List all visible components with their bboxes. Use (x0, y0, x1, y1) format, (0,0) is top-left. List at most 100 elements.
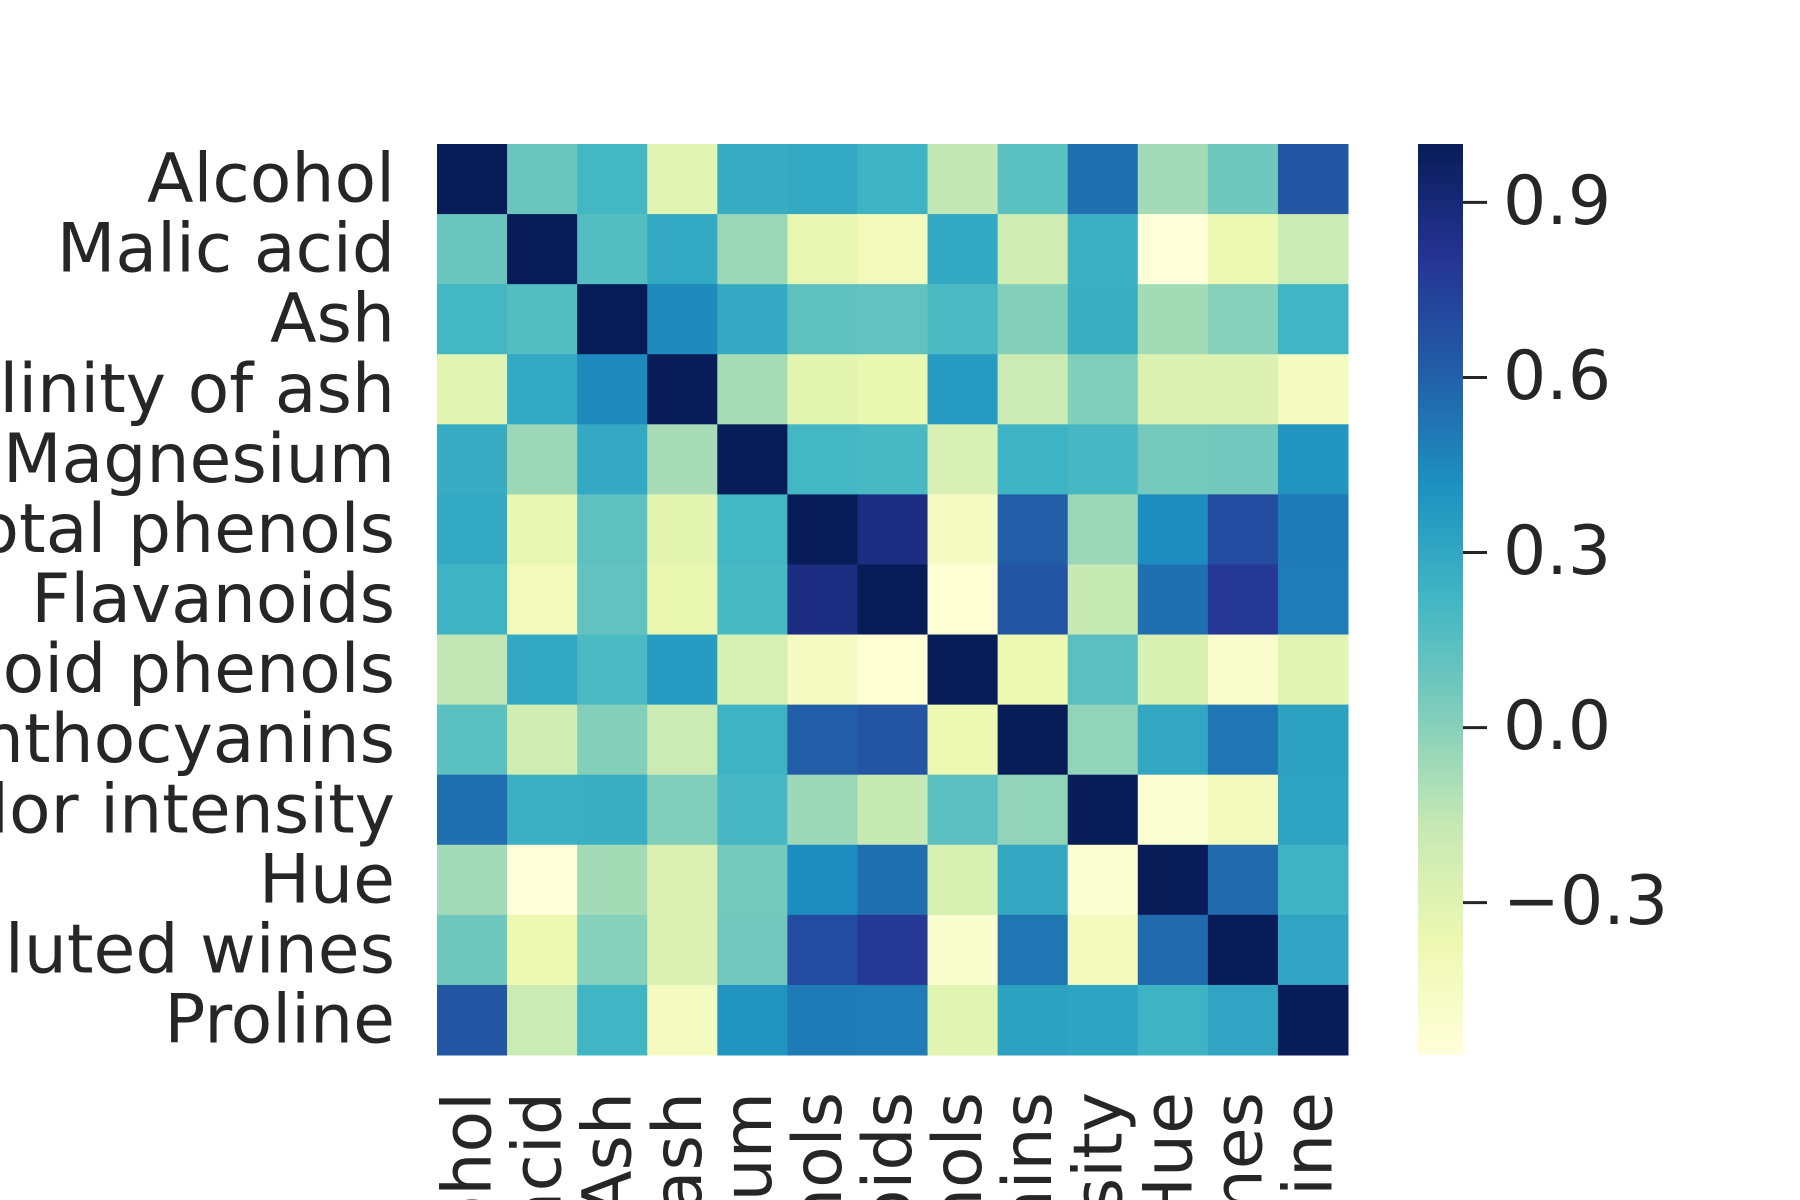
heatmap-cell (927, 354, 999, 425)
heatmap-cell (1067, 704, 1139, 776)
colorbar-tick-label: 0.6 (1503, 337, 1611, 416)
y-tick-label: OD280/OD315 of diluted wines (0, 910, 395, 989)
colorbar-tick-label: 0.9 (1503, 162, 1611, 241)
colorbar (1418, 144, 1463, 1055)
heatmap-cell (1277, 424, 1349, 495)
heatmap-cell (927, 984, 999, 1056)
heatmap-cell (647, 774, 718, 846)
heatmap-cell (1067, 284, 1139, 355)
heatmap-cell (857, 144, 929, 215)
heatmap-cell (717, 494, 788, 565)
x-tick-label: Malic acid (499, 1092, 578, 1200)
heatmap-cell (1277, 144, 1349, 215)
heatmap-cell (437, 984, 508, 1056)
heatmap-cell (1067, 494, 1139, 565)
heatmap-cell (1277, 704, 1349, 776)
heatmap-cell (927, 914, 999, 986)
heatmap-cell (787, 704, 858, 776)
heatmap-cell (507, 704, 578, 776)
heatmap-cell (1207, 774, 1279, 846)
heatmap-cell (997, 494, 1069, 565)
heatmap-cell (1137, 704, 1209, 776)
heatmap-cell (1207, 494, 1279, 565)
heatmap-cell (997, 564, 1069, 636)
heatmap-cell (1067, 564, 1139, 636)
heatmap-cell (507, 354, 578, 425)
heatmap-cell (647, 214, 718, 285)
heatmap-cell (997, 144, 1069, 215)
heatmap-cell (647, 844, 718, 916)
x-tick-label: Magnesium (709, 1092, 788, 1200)
heatmap-cell (647, 284, 718, 355)
heatmap-cell (1207, 214, 1279, 285)
heatmap-cell (1277, 634, 1349, 706)
heatmap-cell (857, 984, 929, 1056)
heatmap-cell (927, 494, 999, 565)
heatmap-cell (647, 914, 718, 986)
heatmap-cell (717, 914, 788, 986)
heatmap-cell (857, 284, 929, 355)
heatmap-cell (647, 984, 718, 1056)
heatmap-cell (1207, 704, 1279, 776)
heatmap-cell (1207, 144, 1279, 215)
heatmap-cell (717, 634, 788, 706)
heatmap-cell (857, 774, 929, 846)
x-tick-label: Nonflavanoid phenols (919, 1092, 998, 1200)
colorbar-tick-label: 0.0 (1503, 687, 1611, 766)
heatmap-cell (1277, 984, 1349, 1056)
heatmap-cell (437, 354, 508, 425)
y-tick-label: Alcalinity of ash (0, 350, 395, 429)
x-tick-label: OD280/OD315 of diluted wines (1199, 1092, 1278, 1200)
heatmap-cell (857, 704, 929, 776)
heatmap-cell (787, 354, 858, 425)
y-tick-label: Flavanoids (31, 560, 395, 639)
heatmap-cell (787, 564, 858, 636)
heatmap-cell (1277, 284, 1349, 355)
heatmap-cell (857, 494, 929, 565)
heatmap-cell (717, 424, 788, 495)
colorbar-tick-label: −0.3 (1503, 862, 1668, 941)
heatmap-cell (787, 984, 858, 1056)
heatmap-cell (1137, 354, 1209, 425)
heatmap-cell (647, 634, 718, 706)
heatmap-cell (1277, 354, 1349, 425)
heatmap-cell (997, 704, 1069, 776)
heatmap-cell (1067, 214, 1139, 285)
heatmap-cell (787, 284, 858, 355)
heatmap-cell (997, 984, 1069, 1056)
heatmap-cell (717, 774, 788, 846)
heatmap-cell (437, 564, 508, 636)
heatmap-cell (647, 564, 718, 636)
heatmap-cell (927, 634, 999, 706)
heatmap-cell (997, 354, 1069, 425)
heatmap-cell (717, 214, 788, 285)
heatmap-cell (997, 424, 1069, 495)
x-tick-label: Proline (1270, 1092, 1349, 1200)
heatmap-cell (997, 284, 1069, 355)
heatmap-cell (1137, 634, 1209, 706)
x-tick-label: Proanthocyanins (989, 1092, 1068, 1200)
heatmap-cell (507, 144, 578, 215)
heatmap-cell (437, 214, 508, 285)
heatmap-cell (507, 634, 578, 706)
heatmap-cell (997, 844, 1069, 916)
heatmap-cell (507, 844, 578, 916)
heatmap-cell (1067, 354, 1139, 425)
heatmap-cell (1067, 144, 1139, 215)
heatmap-cell (997, 634, 1069, 706)
heatmap-cell (1067, 914, 1139, 986)
heatmap-cell (927, 424, 999, 495)
y-tick-label: Malic acid (57, 210, 395, 289)
heatmap-cell (787, 914, 858, 986)
heatmap-cell (507, 984, 578, 1056)
x-tick-label: Color intensity (1059, 1092, 1138, 1200)
y-tick-label: Alcohol (147, 140, 395, 219)
y-tick-label: Nonflavanoid phenols (0, 630, 395, 709)
heatmap-cell (717, 354, 788, 425)
heatmap-cell (1137, 844, 1209, 916)
heatmap-cell (507, 214, 578, 285)
heatmap-cell (787, 214, 858, 285)
heatmap-cell (577, 844, 648, 916)
y-tick-label: Magnesium (3, 420, 395, 499)
x-tick-label: Alcohol (429, 1092, 508, 1200)
